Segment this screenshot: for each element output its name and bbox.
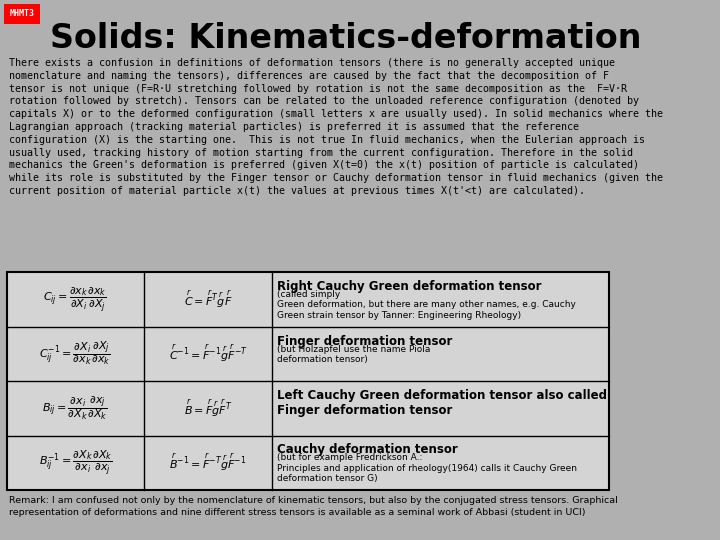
Bar [7, 272, 609, 490]
Bar [4, 4, 40, 24]
Text: $B_{ij} = \dfrac{\partial x_i}{\partial X_k}\dfrac{\partial x_j}{\partial X_k}$: $B_{ij} = \dfrac{\partial x_i}{\partial … [42, 395, 108, 422]
Text: Left Cauchy Green deformation tensor also called
Finger deformation tensor: Left Cauchy Green deformation tensor als… [277, 389, 607, 417]
Text: $B_{ij}^{-1} = \dfrac{\partial X_k}{\partial x_i}\dfrac{\partial X_k}{\partial x: $B_{ij}^{-1} = \dfrac{\partial X_k}{\par… [39, 448, 112, 477]
Text: (called simply
Green deformation, but there are many other names, e.g. Cauchy
Gr: (called simply Green deformation, but th… [277, 290, 576, 320]
Text: Solids: Kinematics-deformation: Solids: Kinematics-deformation [50, 22, 641, 55]
Text: $\overset{r}{B} = \overset{r}{F}\overset{r}{g}\overset{r}{F}^T$: $\overset{r}{B} = \overset{r}{F}\overset… [184, 397, 233, 419]
Text: $C_{ij} = \dfrac{\partial x_k}{\partial X_i}\dfrac{\partial x_k}{\partial X_j}$: $C_{ij} = \dfrac{\partial x_k}{\partial … [43, 285, 107, 314]
Text: Right Cauchy Green deformation tensor: Right Cauchy Green deformation tensor [277, 280, 542, 293]
Text: $\overset{r}{B}^{-1} = \overset{r}{F}^{-T}\overset{r}{g}\overset{r}{F}^{-1}$: $\overset{r}{B}^{-1} = \overset{r}{F}^{-… [169, 452, 247, 474]
Text: $\overset{r}{C}^{-1} = \overset{r}{F}^{-1}\overset{r}{g}\overset{r}{F}^{-T}$: $\overset{r}{C}^{-1} = \overset{r}{F}^{-… [168, 343, 248, 364]
Text: (but for example Fredrickson A.:
Principles and application of rheology(1964) ca: (but for example Fredrickson A.: Princip… [277, 454, 577, 483]
Text: $\overset{r}{C} = \overset{r}{F}^T\overset{r}{g}\overset{r}{F}$: $\overset{r}{C} = \overset{r}{F}^T\overs… [184, 288, 233, 310]
Text: There exists a confusion in definitions of deformation tensors (there is no gene: There exists a confusion in definitions … [9, 58, 662, 196]
Text: Remark: I am confused not only by the nomenclature of kinematic tensors, but als: Remark: I am confused not only by the no… [9, 496, 617, 505]
Text: representation of deformations and nine different stress tensors is available as: representation of deformations and nine … [9, 508, 585, 517]
Text: Cauchy deformation tensor: Cauchy deformation tensor [277, 443, 458, 456]
Text: $C_{ij}^{-1} = \dfrac{\partial X_i}{\partial x_k}\dfrac{\partial X_j}{\partial x: $C_{ij}^{-1} = \dfrac{\partial X_i}{\par… [40, 340, 111, 368]
Text: (but Holzapfel use the name Piola
deformation tensor): (but Holzapfel use the name Piola deform… [277, 345, 431, 364]
Text: MHMT3: MHMT3 [10, 10, 35, 18]
Text: Finger deformation tensor: Finger deformation tensor [277, 334, 453, 348]
